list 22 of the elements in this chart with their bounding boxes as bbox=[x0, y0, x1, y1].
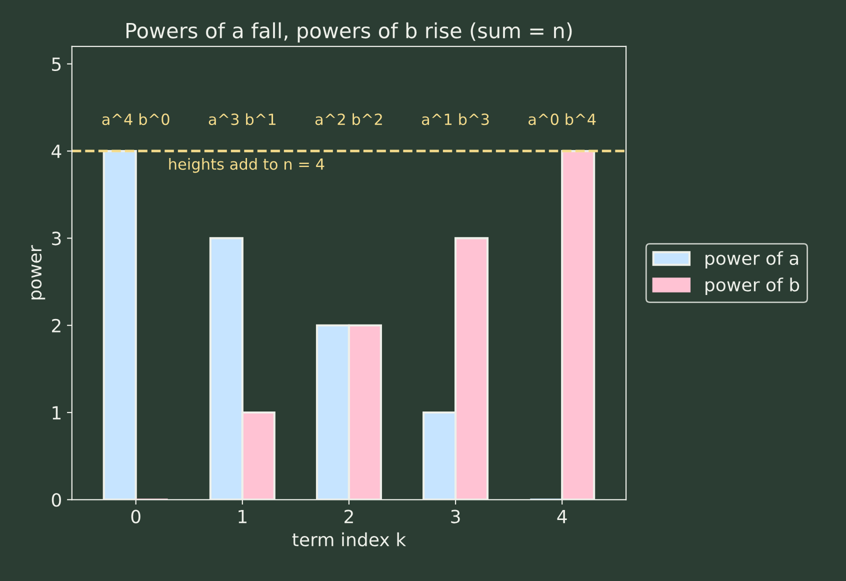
y-tick-label: 5 bbox=[52, 58, 61, 72]
x-tick-label: 2 bbox=[344, 510, 353, 524]
y-tick-label: 3 bbox=[52, 232, 61, 246]
y-tick-label: 0 bbox=[52, 493, 61, 507]
y-tick-label: 1 bbox=[52, 406, 61, 420]
annotation: a^1 b^3 bbox=[422, 113, 489, 126]
x-axis-title: term index k bbox=[292, 532, 406, 546]
y-axis-title: power bbox=[31, 245, 46, 300]
ref-line-label: heights add to n = 4 bbox=[169, 158, 324, 173]
legend-label: power of a bbox=[706, 251, 798, 269]
y-tick-label: 4 bbox=[52, 144, 62, 158]
x-tick-label: 0 bbox=[131, 510, 140, 524]
annotation: a^4 b^0 bbox=[102, 113, 170, 126]
annotation: a^2 b^2 bbox=[315, 113, 382, 126]
x-tick-label: 1 bbox=[238, 510, 246, 524]
chart-title: Powers of a fall, powers of b rise (sum = n) bbox=[126, 22, 572, 42]
annotation: a^3 b^1 bbox=[208, 113, 276, 126]
x-tick-label: 3 bbox=[451, 510, 460, 524]
annotation: a^0 b^4 bbox=[528, 113, 596, 126]
x-tick-label: 4 bbox=[557, 510, 567, 524]
legend-label: power of b bbox=[706, 278, 800, 296]
y-tick-label: 2 bbox=[52, 318, 60, 332]
